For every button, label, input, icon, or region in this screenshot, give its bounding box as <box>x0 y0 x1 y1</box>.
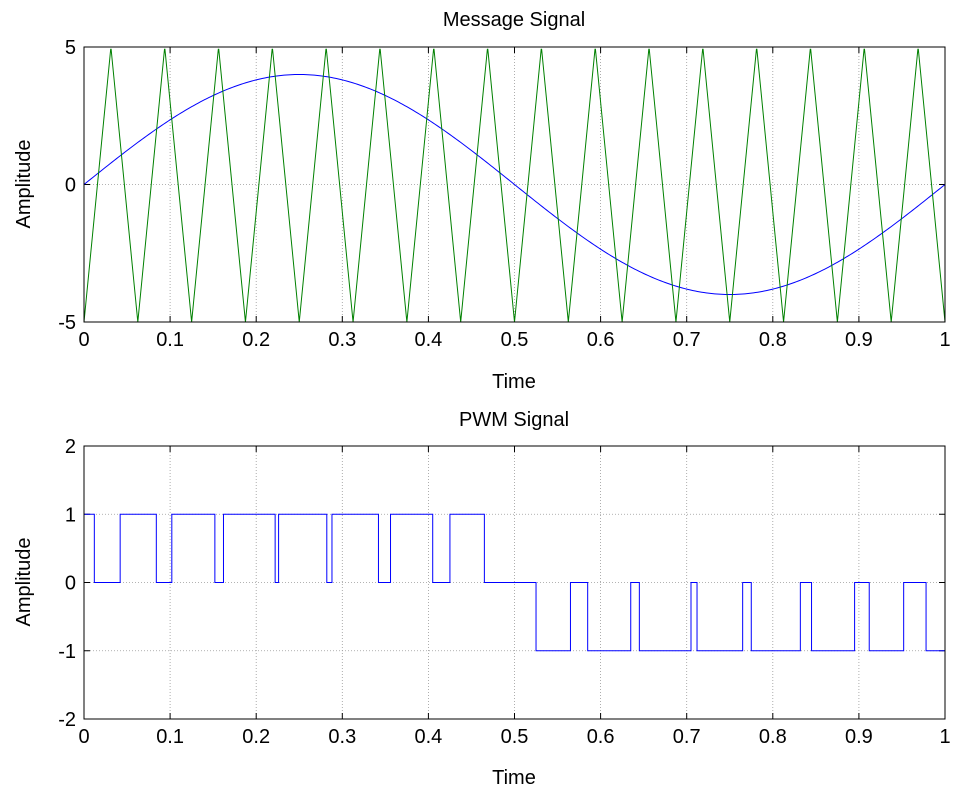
pwm-signal-xtick-label: 0.7 <box>673 726 701 748</box>
pwm-signal-tick-labels: 0 0.1 0.2 0.3 0.4 0.5 0.6 0.7 0.8 0.9 1 -2 -1 0 1 2 <box>58 436 950 748</box>
pwm-signal-xtick-label: 0.9 <box>845 726 873 748</box>
message-signal-xtick-label: 0.7 <box>673 329 701 351</box>
pwm-signal-xtick-label: 0.2 <box>242 726 270 748</box>
pwm-signal-xtick-label: 1 <box>939 726 950 748</box>
pwm-signal-plot: PWM Signal Amplitude Time 0 0.1 0.2 0.3 0.4 0… <box>13 409 951 789</box>
message-signal-xlabel: Time <box>492 371 536 393</box>
message-signal-xtick-label: 0.6 <box>587 329 615 351</box>
pwm-signal-xlabel: Time <box>492 767 536 789</box>
message-signal-xtick-label: 0.1 <box>156 329 184 351</box>
message-signal-ylabel: Amplitude <box>13 140 35 229</box>
pwm-signal-xtick-label: 0.8 <box>759 726 787 748</box>
pwm-signal-ytick-label: 1 <box>65 504 76 526</box>
message-signal-xtick-label: 0.8 <box>759 329 787 351</box>
message-signal-xtick-label: 0 <box>78 329 89 351</box>
pwm-signal-ytick-label: -2 <box>58 709 76 731</box>
message-signal-xtick-label: 0.2 <box>242 329 270 351</box>
pwm-signal-title: PWM Signal <box>459 409 569 431</box>
message-signal-xtick-label: 0.3 <box>328 329 356 351</box>
pwm-signal-axes <box>83 445 946 720</box>
message-signal-xtick-label: 0.5 <box>501 329 529 351</box>
pwm-signal-ytick-label: -1 <box>58 641 76 663</box>
message-signal-ytick-label: 5 <box>65 37 76 59</box>
pwm-signal-xtick-label: 0.1 <box>156 726 184 748</box>
message-signal-xtick-label: 0.4 <box>414 329 442 351</box>
message-signal-xtick-label: 1 <box>939 329 950 351</box>
pwm-signal-series <box>84 513 945 652</box>
pwm-signal-xtick-label: 0.6 <box>587 726 615 748</box>
message-signal-grid <box>84 47 945 322</box>
pwm-signal-xtick-label: 0 <box>78 726 89 748</box>
pwm-signal-ylabel: Amplitude <box>13 538 35 627</box>
pwm-signal-xtick-label: 0.5 <box>501 726 529 748</box>
pwm-signal-xtick-label: 0.3 <box>328 726 356 748</box>
message-signal-xtick-label: 0.9 <box>845 329 873 351</box>
message-signal-series-line-0 <box>83 73 946 296</box>
message-signal-ytick-label: 0 <box>65 175 76 197</box>
message-signal-axes <box>83 46 946 323</box>
message-signal-ytick-label: -5 <box>58 312 76 334</box>
pwm-signal-series-line-0 <box>84 513 945 652</box>
pwm-signal-ytick-label: 2 <box>65 436 76 458</box>
message-signal-title: Message Signal <box>443 9 585 31</box>
pwm-signal-xtick-label: 0.4 <box>414 726 442 748</box>
message-signal-plot: Message Signal Amplitude Time 0 0.1 0.2 0.3… <box>13 9 951 393</box>
pwm-signal-ytick-label: 0 <box>65 573 76 595</box>
message-signal-tick-labels: 0 0.1 0.2 0.3 0.4 0.5 0.6 0.7 0.8 0.9 1-505 <box>58 37 950 351</box>
